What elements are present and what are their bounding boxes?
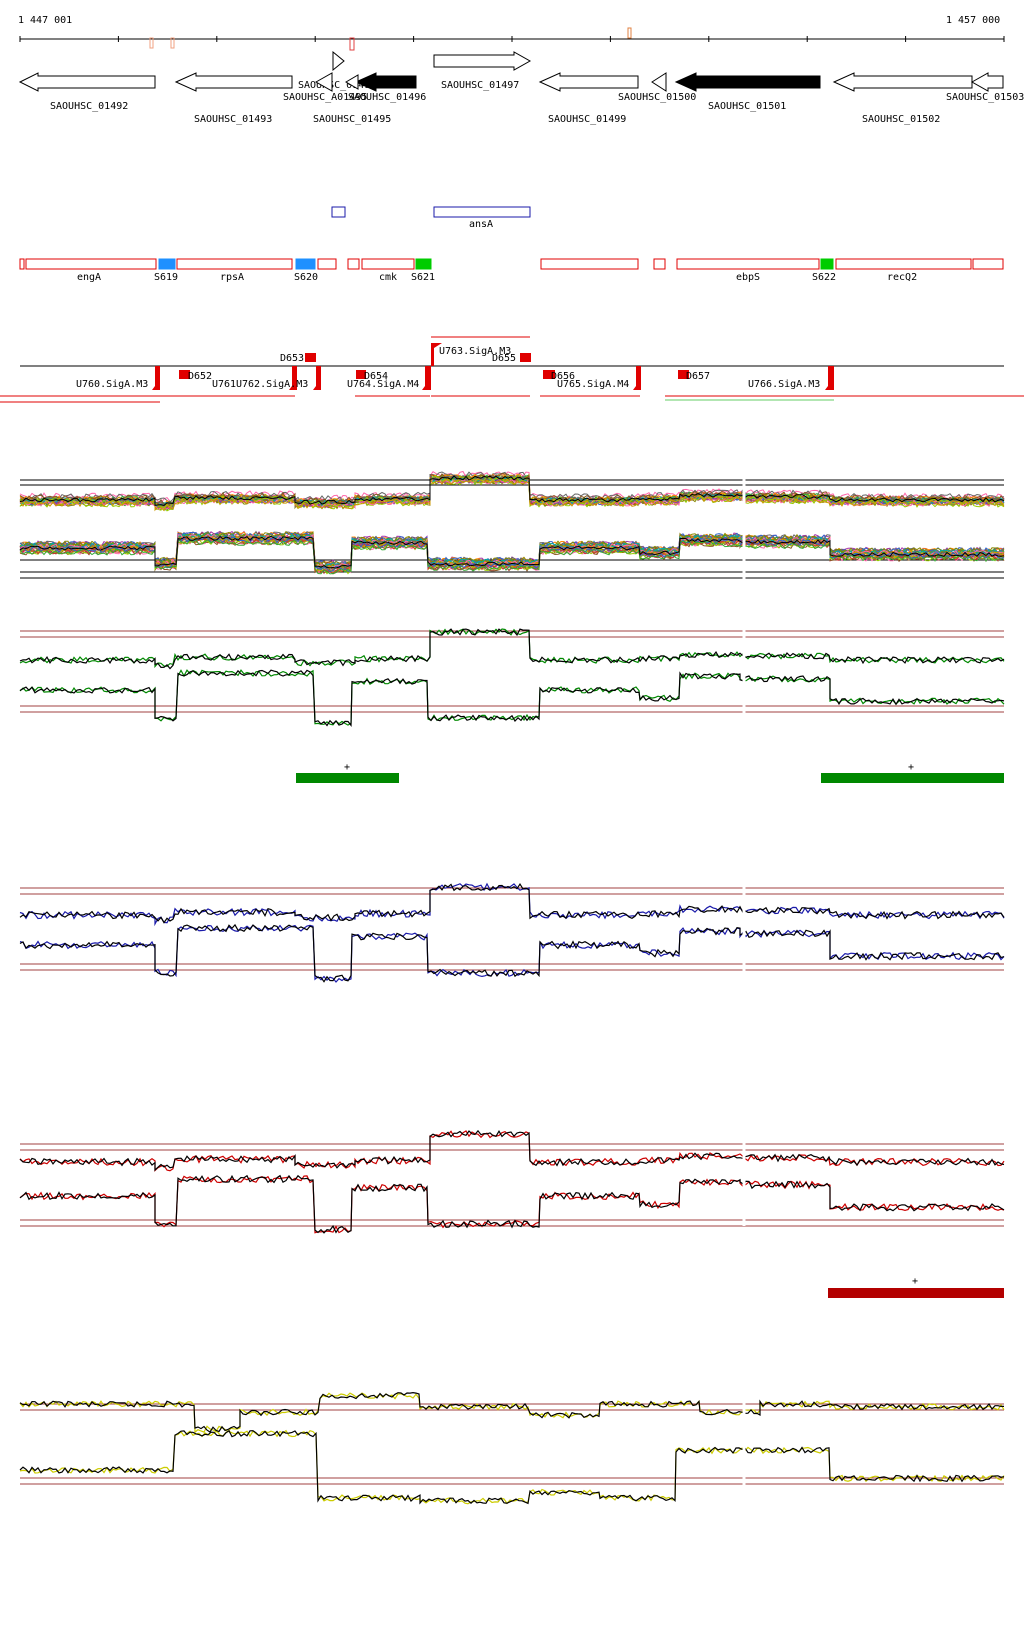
tu-label: U760.SigA.M3	[76, 379, 148, 390]
annotation-S621[interactable]: S621	[411, 258, 435, 283]
gene-label: SAOUHSC_01492	[50, 101, 128, 112]
gene-arrow[interactable]: SAOUHSC_01494	[298, 50, 376, 91]
svg-text:S622: S622	[812, 272, 836, 283]
significance-bar-green: +	[296, 762, 399, 783]
svg-text:S619: S619	[154, 272, 178, 283]
ruler-end-label: 1 457 000	[946, 15, 1000, 26]
annotation-box[interactable]	[347, 258, 360, 270]
gene-label: SAOUHSC_01494	[298, 80, 376, 91]
tu-label: D656	[551, 371, 575, 382]
annotation-rpsA[interactable]: rpsA	[176, 258, 293, 283]
annotation-ebpS[interactable]: ebpS	[676, 258, 820, 283]
gene-label: SAOUHSC_01493	[194, 114, 272, 125]
gene-track: SAOUHSC_01492 SAOUHSC_01493 SAOUHSC_0149…	[18, 50, 1024, 125]
tu-label: U765.SigA.M4	[557, 379, 629, 390]
gene-arrow[interactable]: SAOUHSC_01493	[174, 72, 293, 125]
tu-label: D657	[686, 371, 710, 382]
tu-label: D653	[280, 353, 304, 364]
gene-label: SAOUHSC_01502	[862, 114, 940, 125]
annotation-S620[interactable]: S620	[294, 258, 318, 283]
gene-arrow[interactable]: SAOUHSC_01492	[18, 72, 156, 112]
svg-text:cmk: cmk	[379, 272, 397, 283]
tu-label: U763.SigA.M3	[439, 346, 511, 357]
annotation-track: engA S619 rpsA S620 cmk S621	[19, 258, 1004, 283]
feature-label: ansA	[469, 219, 493, 230]
gene-label: SAOUHSC_01500	[618, 92, 696, 103]
gene-label: SAOUHSC_01495	[313, 114, 391, 125]
annotation-recQ2[interactable]: recQ2	[835, 258, 972, 283]
gene-arrow[interactable]: SAOUHSC_A01495	[283, 72, 367, 103]
tu-label: U764.SigA.M4	[347, 379, 419, 390]
svg-text:recQ2: recQ2	[887, 272, 917, 283]
significance-bar-red: +	[828, 1276, 1004, 1298]
svg-text:ebpS: ebpS	[736, 272, 760, 283]
gene-label: SAOUHSC_01496	[348, 92, 426, 103]
gene-arrow[interactable]: SAOUHSC_01503	[946, 72, 1024, 103]
tu-label: U766.SigA.M3	[748, 379, 820, 390]
gene-label: SAOUHSC_01503	[946, 92, 1024, 103]
ruler-highlights	[149, 27, 632, 51]
tu-label: D655	[492, 353, 516, 364]
gene-arrow[interactable]: SAOUHSC_01496	[348, 72, 426, 103]
annotation-S622[interactable]: S622	[812, 258, 836, 283]
significance-bars: + + +	[296, 762, 1004, 1298]
gene-arrow[interactable]: SAOUHSC_01499	[538, 72, 639, 125]
gene-arrow[interactable]: SAOUHSC_01500	[618, 72, 696, 103]
tu-label: U762.SigA.M3	[236, 379, 308, 390]
tu-label: D654	[364, 371, 388, 382]
gene-label: SAOUHSC_01499	[548, 114, 626, 125]
svg-text:engA: engA	[77, 272, 101, 283]
annotation-box[interactable]	[317, 258, 337, 270]
svg-text:S621: S621	[411, 272, 435, 283]
ruler-start-label: 1 447 001	[18, 15, 72, 26]
tu-label: D652	[188, 371, 212, 382]
svg-text:+: +	[912, 1276, 918, 1287]
green-profile-track	[19, 628, 1005, 727]
svg-text:S620: S620	[294, 272, 318, 283]
gene-arrow[interactable]: SAOUHSC_01497	[433, 51, 532, 91]
annotation-engA[interactable]: engA	[25, 258, 157, 283]
yellow-profile-track	[19, 1374, 1005, 1505]
svg-text:+: +	[908, 762, 914, 773]
annotation-box[interactable]	[653, 258, 666, 270]
annotation-cmk[interactable]: cmk	[361, 258, 415, 283]
svg-text:rpsA: rpsA	[220, 272, 244, 283]
coordinate-ruler: 1 447 001 1 457 000	[18, 15, 1005, 51]
gene-label: SAOUHSC_A01495	[283, 92, 367, 103]
svg-text:+: +	[344, 762, 350, 773]
gene-arrow[interactable]: SAOUHSC_01495	[313, 74, 391, 125]
multi-condition-profile-track	[19, 470, 1005, 590]
gene-label: SAOUHSC_01501	[708, 101, 786, 112]
ruler-ticks	[19, 36, 1005, 42]
feature-box[interactable]	[331, 206, 346, 218]
gene-label: SAOUHSC_01497	[441, 80, 519, 91]
annotation-S619[interactable]: S619	[154, 258, 178, 283]
transcription-unit-track: U760.SigA.M3 D652 U761 U762.SigA.M3 D653…	[0, 336, 1024, 403]
significance-bar-green: +	[821, 762, 1004, 783]
gene-arrow[interactable]: SAOUHSC_01501	[674, 72, 821, 112]
tu-label: U761	[212, 379, 236, 390]
forward-feature-track: ansA	[331, 206, 531, 230]
annotation-box[interactable]	[540, 258, 639, 270]
red-profile-track	[19, 1129, 1005, 1234]
blue-profile-track	[19, 882, 1005, 983]
feature-box[interactable]: ansA	[433, 206, 531, 230]
transcription-marks	[152, 343, 834, 390]
